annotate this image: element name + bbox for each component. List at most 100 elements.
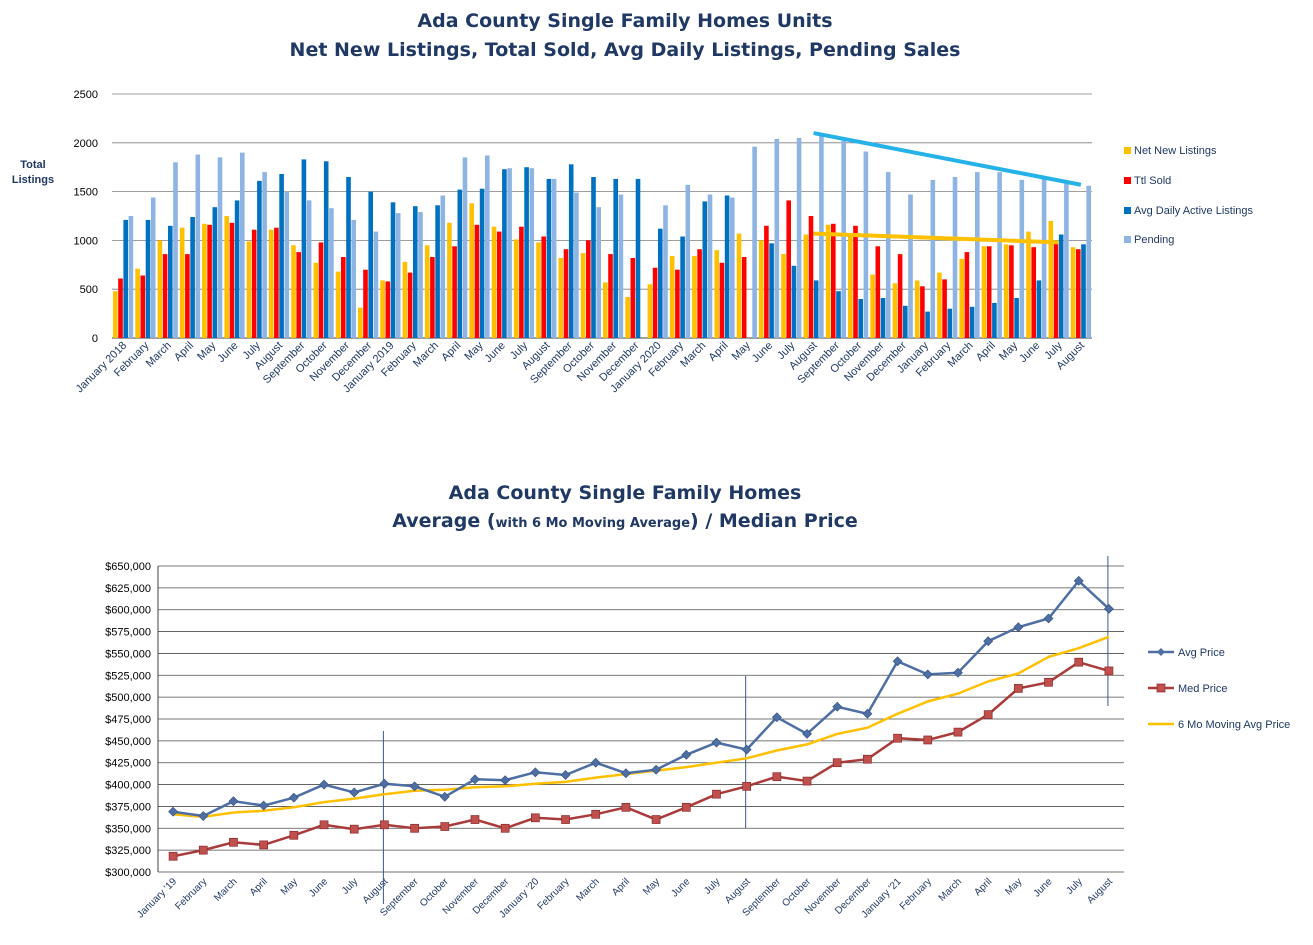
bar-avg-daily-active-listings-29 — [769, 243, 774, 338]
legend-label: Net New Listings — [1134, 145, 1217, 157]
bar-avg-daily-active-listings-39 — [992, 302, 997, 338]
bar-ttl-sold-23 — [630, 258, 636, 338]
y-tick-label: 1000 — [74, 235, 98, 247]
med-price-point-0 — [168, 851, 178, 861]
bar-ttl-sold-21 — [586, 240, 591, 338]
bar-ttl-sold-19 — [541, 236, 546, 338]
avg-price-point-31 — [1103, 603, 1114, 614]
bar-ttl-sold-28 — [741, 257, 747, 338]
trendline — [813, 131, 1082, 187]
bar-pending-42 — [1064, 182, 1069, 338]
med-price-point-2 — [229, 837, 238, 847]
y-tick-label: $650,000 — [105, 561, 151, 573]
x-tick-label: April — [248, 876, 270, 898]
bar-net-new-listings-40 — [1003, 244, 1009, 338]
bar-net-new-listings-3 — [179, 227, 185, 338]
bar-pending-1 — [150, 197, 156, 338]
bar-ttl-sold-15 — [452, 246, 457, 338]
bar-ttl-sold-8 — [296, 252, 301, 338]
bar-avg-daily-active-listings-42 — [1058, 234, 1064, 338]
bar-ttl-sold-22 — [608, 254, 613, 338]
bar-avg-daily-active-listings-30 — [791, 265, 797, 338]
x-tick-label: December — [833, 876, 874, 917]
bar-net-new-listings-22 — [603, 282, 608, 338]
bar-net-new-listings-26 — [692, 256, 697, 338]
bar-avg-daily-active-listings-6 — [257, 180, 262, 338]
bar-net-new-listings-42 — [1048, 220, 1054, 338]
legend-swatch — [1124, 147, 1131, 154]
bar-ttl-sold-27 — [719, 262, 725, 338]
chart2-subtitle-end: ) / Median Price — [690, 510, 858, 532]
y-tick-label: $425,000 — [105, 758, 151, 770]
y-tick-label: $500,000 — [105, 692, 151, 704]
bar-avg-daily-active-listings-8 — [301, 159, 307, 338]
bar-net-new-listings-0 — [113, 291, 118, 338]
x-tick-label: January '20 — [497, 876, 541, 920]
x-tick-label: August — [361, 876, 391, 906]
x-tick-label: April — [707, 340, 731, 364]
bar-avg-daily-active-listings-14 — [435, 205, 440, 338]
legend-label: Pending — [1134, 234, 1174, 246]
chart1-y-axis-label: Total Listings — [11, 159, 55, 186]
bar-pending-3 — [195, 154, 201, 338]
legend-label: Avg Price — [1178, 647, 1225, 659]
bar-avg-daily-active-listings-43 — [1081, 244, 1086, 338]
bar-pending-41 — [1041, 178, 1047, 338]
x-tick-label: July — [1064, 876, 1084, 896]
bar-avg-daily-active-listings-31 — [813, 280, 819, 338]
avg-price-point-26 — [953, 667, 963, 678]
bar-avg-daily-active-listings-3 — [190, 217, 195, 338]
bar-avg-daily-active-listings-32 — [836, 291, 841, 338]
x-tick-label: May — [730, 339, 754, 363]
bar-ttl-sold-5 — [229, 222, 235, 338]
bar-pending-40 — [1019, 179, 1025, 338]
avg-price-point-12 — [530, 767, 541, 778]
bar-avg-daily-active-listings-26 — [702, 201, 708, 338]
bar-ttl-sold-40 — [1009, 245, 1014, 338]
bar-ttl-sold-38 — [964, 252, 970, 338]
y-tick-label: $350,000 — [105, 823, 151, 835]
chart2-title: Ada County Single Family Homes — [448, 482, 802, 504]
bar-net-new-listings-14 — [424, 245, 430, 338]
legend-swatch — [1124, 207, 1131, 214]
med-price-point-19 — [742, 781, 752, 791]
y-tick-label: 1500 — [74, 187, 98, 199]
avg-price-point-15 — [620, 768, 631, 779]
bar-pending-16 — [485, 155, 490, 338]
med-price-point-22 — [832, 758, 842, 768]
med-price-point-7 — [380, 820, 389, 830]
bar-net-new-listings-36 — [914, 280, 920, 338]
avg-price-point-4 — [288, 792, 299, 803]
x-tick-label: March — [411, 340, 441, 370]
avg-price-point-29 — [1043, 613, 1054, 624]
med-price-point-30 — [1074, 657, 1084, 667]
x-tick-label: March — [212, 876, 239, 903]
bar-pending-8 — [306, 200, 312, 338]
legend-marker — [1157, 648, 1165, 656]
bar-avg-daily-active-listings-9 — [323, 161, 329, 338]
x-tick-label: April — [172, 340, 196, 364]
bar-avg-daily-active-listings-5 — [234, 200, 240, 338]
bar-pending-22 — [618, 194, 624, 338]
x-tick-label: April — [439, 340, 463, 364]
bar-pending-33 — [863, 151, 869, 338]
bar-pending-27 — [730, 197, 735, 338]
bar-avg-daily-active-listings-25 — [680, 236, 685, 338]
y-tick-label: $575,000 — [105, 627, 151, 639]
bar-ttl-sold-12 — [385, 281, 391, 338]
bar-pending-13 — [418, 212, 423, 338]
avg-price-point-22 — [832, 701, 843, 712]
bar-ttl-sold-10 — [341, 257, 346, 338]
bar-avg-daily-active-listings-0 — [123, 219, 128, 338]
bar-net-new-listings-34 — [870, 274, 875, 338]
avg-price-point-17 — [681, 749, 692, 760]
x-tick-label: December — [471, 876, 512, 917]
med-price-point-21 — [802, 776, 812, 786]
bar-pending-20 — [574, 192, 579, 338]
med-price-point-10 — [470, 815, 480, 824]
bar-net-new-listings-35 — [892, 283, 898, 338]
x-tick-label: October — [780, 876, 813, 909]
bar-pending-43 — [1086, 185, 1091, 338]
avg-price-point-27 — [983, 636, 994, 647]
legend-label: Avg Daily Active Listings — [1134, 205, 1254, 217]
